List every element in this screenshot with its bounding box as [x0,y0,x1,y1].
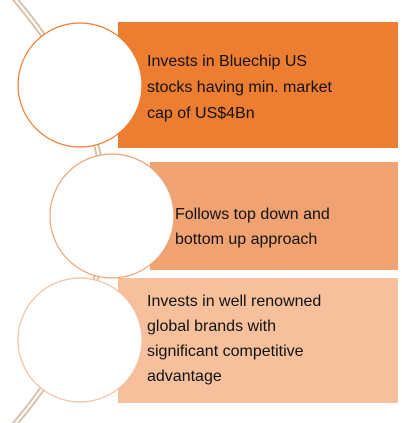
step-text: significant competitive [147,343,304,360]
step-texts: Invests in Bluechip US stocks having min.… [147,53,333,385]
step-text: Invests in well renowned [147,293,321,310]
step-box [150,162,398,270]
step-box [118,278,398,403]
step-text: advantage [147,368,222,385]
step-text: Follows top down and [175,206,330,223]
step-circle [49,153,175,279]
step-text: cap of US$4Bn [147,105,255,122]
step-circle [17,22,143,148]
step-text: stocks having min. market [147,79,333,96]
step-text: global brands with [147,318,276,335]
step-circle [17,277,143,403]
step-text: Invests in Bluechip US [147,53,307,70]
step-text: bottom up approach [175,231,317,248]
step-box [118,22,398,148]
